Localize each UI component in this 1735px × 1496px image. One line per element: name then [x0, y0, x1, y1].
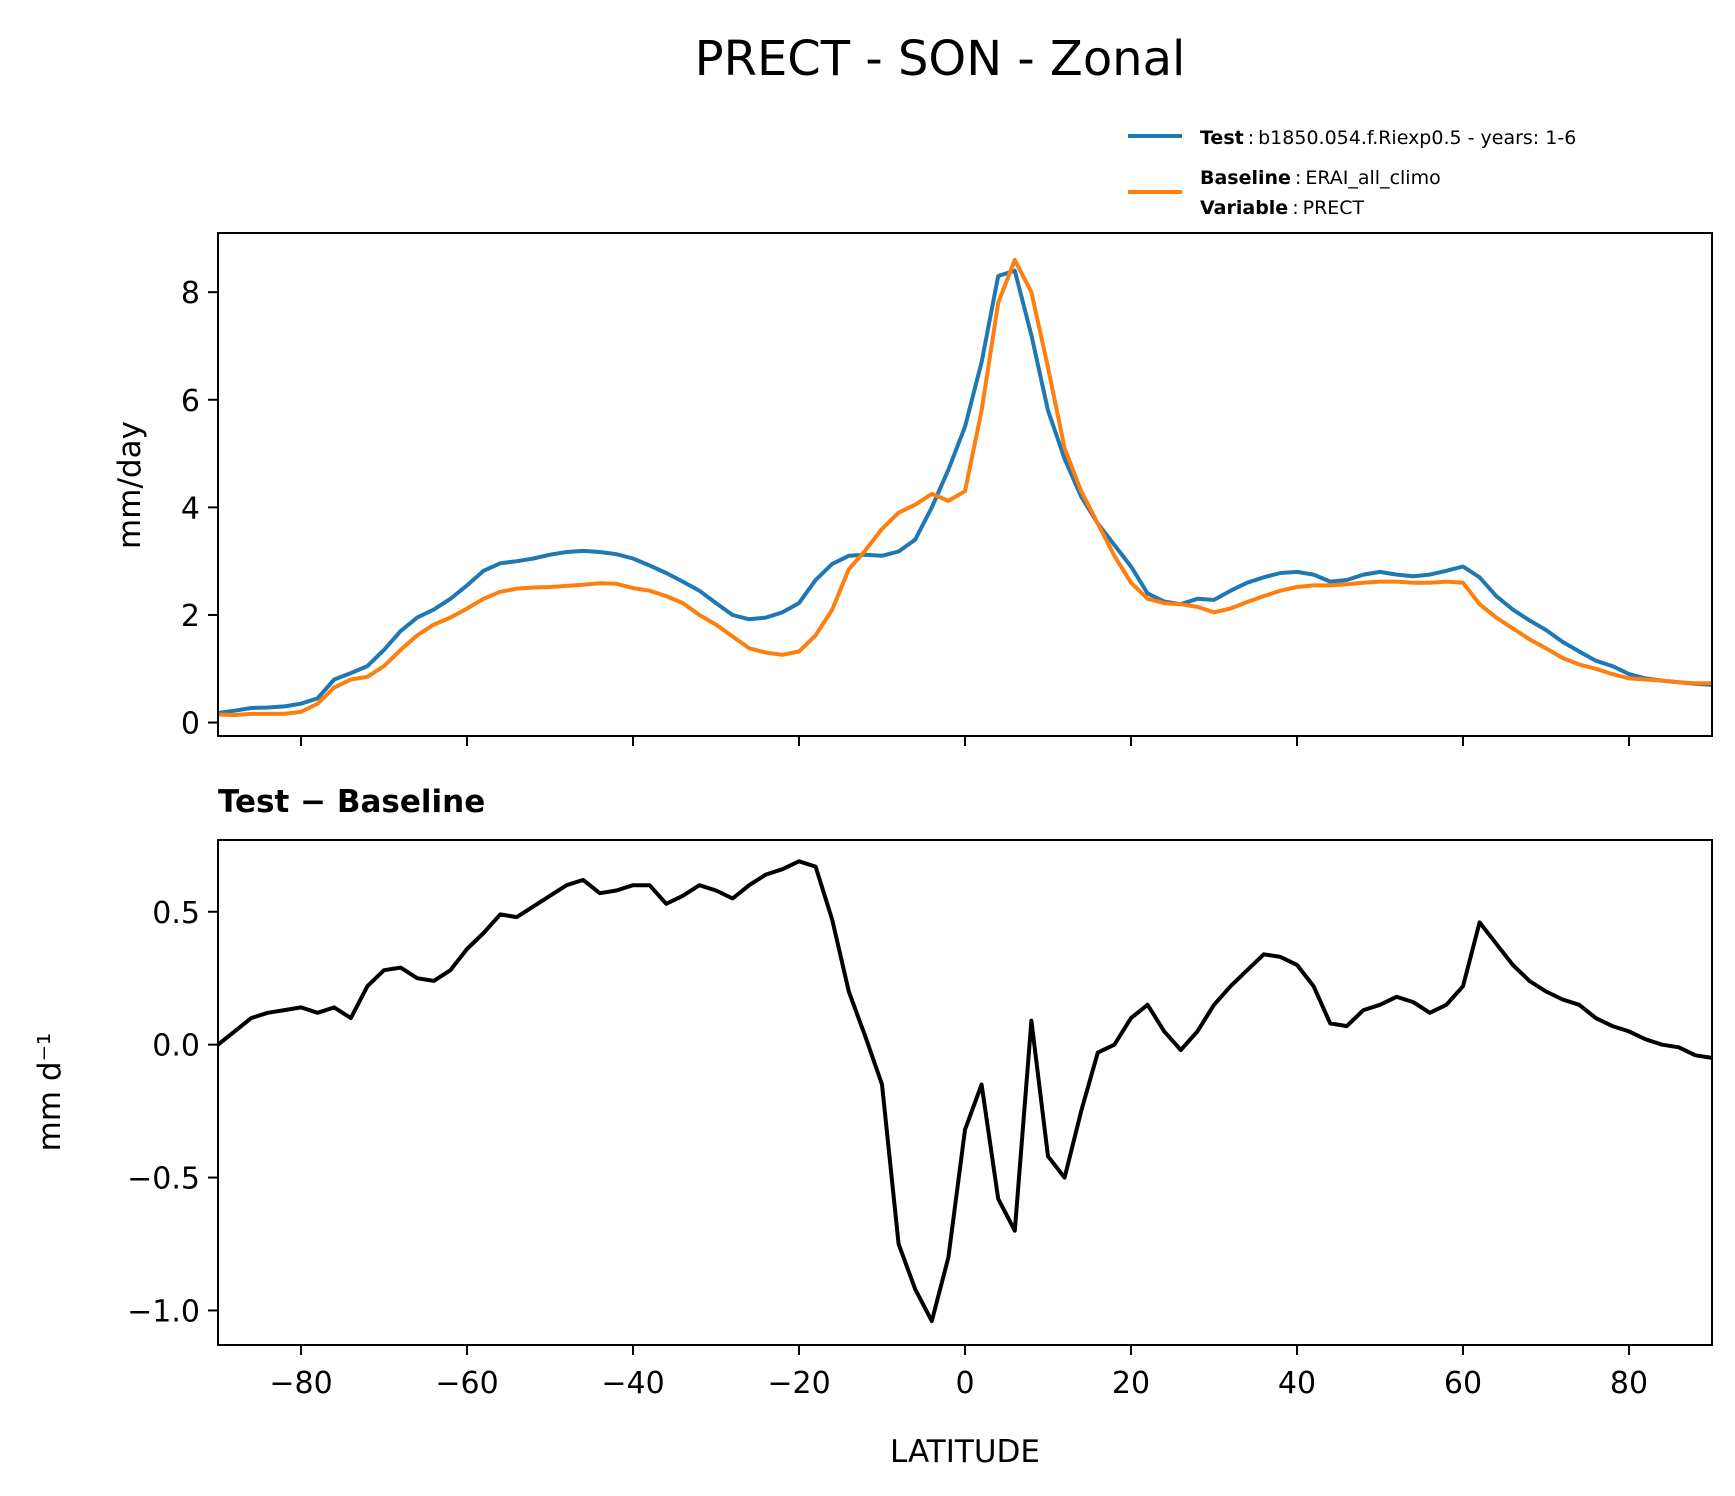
top-y-tick-label: 6: [181, 384, 200, 419]
top-axis-ticks: 0 2 4 6 8: [181, 276, 1630, 746]
difference-plot: Test − Baseline −80 −60 −40 −20 0 20 40 60 80 0.5…: [32, 784, 1713, 1470]
top-plot-frame: [217, 232, 1713, 737]
bottom-y-tick-label: −0.5: [127, 1162, 200, 1197]
series-line-diff: [218, 859, 1712, 1324]
bottom-y-tick-label: 0.0: [152, 1029, 200, 1064]
bottom-y-tick-label: 0.5: [152, 896, 200, 931]
x-tick-label: 20: [1112, 1366, 1150, 1401]
x-tick-label: 60: [1444, 1366, 1482, 1401]
top-y-tick-label: 2: [181, 599, 200, 634]
bottom-series-group: [218, 859, 1712, 1324]
top-y-axis-label: mm/day: [112, 421, 148, 549]
top-y-tick-label: 0: [181, 707, 200, 742]
series-line-test: [218, 268, 1712, 715]
x-tick-label: −60: [435, 1366, 498, 1401]
legend-entry-variable: Variable: PRECT: [1200, 197, 1365, 219]
top-y-tick-label: 4: [181, 491, 200, 526]
bottom-y-tick-label: −1.0: [127, 1294, 200, 1329]
bottom-y-axis-label: mm d⁻¹: [32, 1033, 68, 1152]
zonal-mean-plot: 0 2 4 6 8 mm/day: [112, 232, 1713, 746]
x-tick-label: −40: [601, 1366, 664, 1401]
legend: Test: b1850.054.f.Riexp0.5 - years: 1-6 B…: [1128, 127, 1576, 219]
x-tick-label: 40: [1278, 1366, 1316, 1401]
legend-entry-test: Test: b1850.054.f.Riexp0.5 - years: 1-6: [1200, 127, 1576, 149]
series-line-baseline: [218, 257, 1712, 717]
legend-entry-baseline: Baseline: ERAI_all_climo: [1200, 167, 1441, 189]
x-tick-label: −20: [767, 1366, 830, 1401]
top-series-group: [218, 257, 1712, 717]
bottom-axis-ticks: −80 −60 −40 −20 0 20 40 60 80 0.5 0.0 −0.5 −1.0: [127, 896, 1648, 1401]
x-axis-label: LATITUDE: [890, 1434, 1040, 1470]
x-tick-label: 0: [955, 1366, 974, 1401]
bottom-plot-frame: [217, 839, 1713, 1346]
figure-title: PRECT - SON - Zonal: [695, 31, 1186, 87]
x-tick-label: −80: [269, 1366, 332, 1401]
x-tick-label: 80: [1610, 1366, 1648, 1401]
top-y-tick-label: 8: [181, 276, 200, 311]
difference-title: Test − Baseline: [218, 784, 485, 820]
